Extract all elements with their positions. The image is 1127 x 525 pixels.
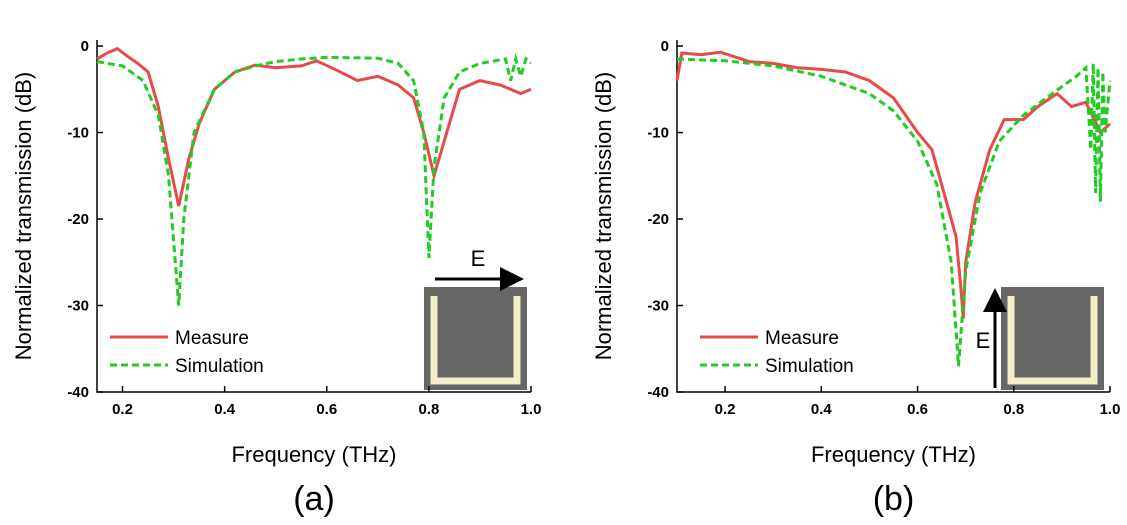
legend-label: Measure [765,328,839,349]
y-tick-label: -20 [67,211,89,228]
x-tick-label: 0.4 [214,401,236,418]
inset-a [424,267,527,390]
x-axis-label: Frequency (THz) [811,442,976,467]
y-tick-label: -40 [67,384,89,401]
axes [676,40,1110,393]
panel-label: (a) [293,480,335,518]
legend-label: Simulation [765,356,854,377]
y-axis-label: Normalized transmission (dB) [591,72,616,361]
annotation: E [471,246,486,271]
y-tick-label: 0 [661,38,669,55]
y-tick-label: -10 [67,125,89,142]
series-line [675,50,1112,319]
x-axis-label: Frequency (THz) [231,442,396,467]
x-tick-label: 0.6 [316,401,337,418]
y-tick-label: 0 [81,38,89,55]
series-line [96,53,532,306]
x-tick-label: 1.0 [1100,401,1121,418]
x-tick-label: 1.0 [521,401,542,418]
series-line [96,46,532,207]
legend-label: Simulation [175,356,264,377]
x-tick-label: 0.2 [112,401,133,418]
y-tick-label: -20 [647,211,669,228]
annotation: E [976,328,991,353]
panel-label: (b) [873,480,915,518]
inset-b [983,287,1104,390]
y-tick-label: -40 [647,384,669,401]
y-axis-label: Normalized transmission (dB) [11,72,36,361]
y-tick-label: -30 [67,298,89,315]
y-tick-label: -10 [647,125,669,142]
x-tick-label: 0.8 [1003,401,1024,418]
legend-label: Measure [175,328,249,349]
y-tick-label: -30 [647,298,669,315]
axes [96,40,531,393]
x-tick-label: 0.8 [418,401,439,418]
x-tick-label: 0.6 [907,401,928,418]
x-tick-label: 0.4 [811,401,833,418]
x-tick-label: 0.2 [715,401,736,418]
